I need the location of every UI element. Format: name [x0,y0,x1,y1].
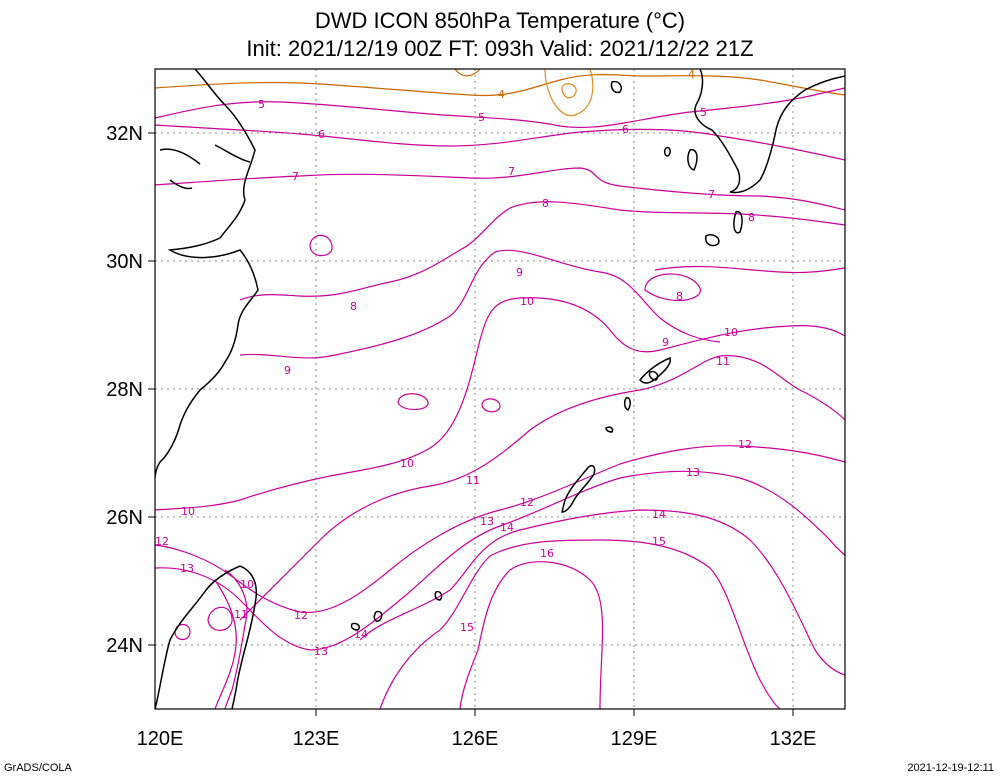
tanegashima [733,211,743,234]
contour-label-12: 12 [738,438,752,451]
contour-taiwan-10 [224,569,248,709]
contour-label-13-b: 13 [480,515,494,528]
contour-label-13: 13 [686,466,700,479]
kyushu-coast [694,69,845,194]
contour-label-7-c: 7 [708,188,715,201]
sakishima-c [350,622,361,631]
contour-13 [155,470,845,651]
chart-title: DWD ICON 850hPa Temperature (°C) [314,8,686,33]
china-islands [159,144,251,190]
contour-10-loop-a [397,393,429,411]
contour-label-9: 9 [284,364,291,377]
contour-label-5: 5 [258,98,265,111]
ryukyu-small-a [623,396,631,411]
ryukyu-small-b [605,426,614,433]
contour-9 [239,249,721,359]
contour-label-11-b: 11 [466,474,480,487]
ryukyu-amami [638,357,672,384]
grid-lines [155,69,845,709]
yakushima [704,233,720,247]
contour-label-4-b: 4 [688,68,695,81]
contour-label-6-b: 6 [622,123,629,136]
contour-label-15: 15 [652,535,666,548]
ytick-label-32n: 32N [106,123,143,145]
contour-label-10: 10 [520,295,534,308]
contour-label-11-c: 11 [234,608,248,621]
sakishima-b [434,590,443,601]
contour-label-8: 8 [542,197,549,210]
xtick-label-120e: 120E [137,728,184,750]
contour-11 [239,355,845,621]
contour-9-right [654,265,845,274]
xtick-label-126e: 126E [452,728,499,750]
contour-label-5-c: 5 [700,106,707,119]
contour-5 [155,87,845,129]
sakishima-a [373,610,383,623]
contour-label-9-b: 9 [516,266,523,279]
contour-label-10-b: 10 [724,326,738,339]
contour-label-12-d: 12 [294,609,308,622]
footer-grads-credit: GrADS/COLA [4,762,72,774]
contour-8-ring [644,273,701,302]
contour-loop-taiwan-a [207,606,233,631]
contour-label-8-b: 8 [350,300,357,313]
ytick-label-24n: 24N [106,635,143,657]
contour-label-12-b: 12 [520,496,534,509]
contour-label-10-c: 10 [400,457,414,470]
contour-label-4: 4 [498,88,505,101]
ryukyu-okinawa [561,464,596,513]
xtick-label-123e: 123E [293,728,340,750]
contour-12 [155,445,845,614]
contour-label-12-c: 12 [155,535,169,548]
contour-label-14-c: 14 [354,628,368,641]
contour-label-5-b: 5 [478,111,485,124]
contour-7 [155,167,845,211]
contour-label-9-c: 9 [662,336,669,349]
contour-label-14: 14 [652,508,666,521]
contour-label-13-d: 13 [314,645,328,658]
contour-label-8-c: 8 [676,290,683,303]
contour-labels: 4 4 5 5 5 6 6 7 7 7 8 8 8 8 9 9 9 10 10 … [155,68,755,658]
contour-label-15-b: 15 [460,621,474,634]
contour-6 [155,124,845,161]
contour-label-11: 11 [716,355,730,368]
kyushu-islands [610,80,698,171]
china-coast [155,69,259,479]
contour-label-6: 6 [318,128,325,141]
contour-15 [379,539,781,709]
contour-4b [454,69,481,77]
koshiki [648,370,659,381]
ytick-label-28n: 28N [106,379,143,401]
contour-2-small [561,83,577,99]
contour-8-loop [309,234,333,257]
contour-label-14-b: 14 [500,521,514,534]
tick-marks [148,132,794,716]
xtick-label-129e: 129E [611,728,658,750]
contour-label-10-d: 10 [181,505,195,518]
xtick-label-132e: 132E [770,728,817,750]
contour-4 [155,74,845,97]
contour-label-7: 7 [292,170,299,183]
ytick-label-30n: 30N [106,251,143,273]
taiwan-coast [155,565,258,709]
ytick-label-26n: 26N [106,507,143,529]
contour-10 [155,297,845,511]
contour-label-13-c: 13 [180,562,194,575]
contour-8 [239,201,845,301]
contour-label-7-b: 7 [508,165,515,178]
contour-label-16: 16 [540,547,554,560]
footer-timestamp: 2021-12-19-12:11 [907,762,994,774]
contour-14 [359,509,845,676]
chart-subtitle: Init: 2021/12/19 00Z FT: 093h Valid: 202… [246,36,754,61]
contour-taiwan-11 [214,579,237,709]
contour-label-8-d: 8 [748,211,755,224]
contour-16 [459,561,604,709]
coastlines [155,69,845,709]
contour-3 [544,69,594,117]
contour-label-10-e: 10 [240,578,254,591]
contour-10-loop-b [481,398,501,413]
